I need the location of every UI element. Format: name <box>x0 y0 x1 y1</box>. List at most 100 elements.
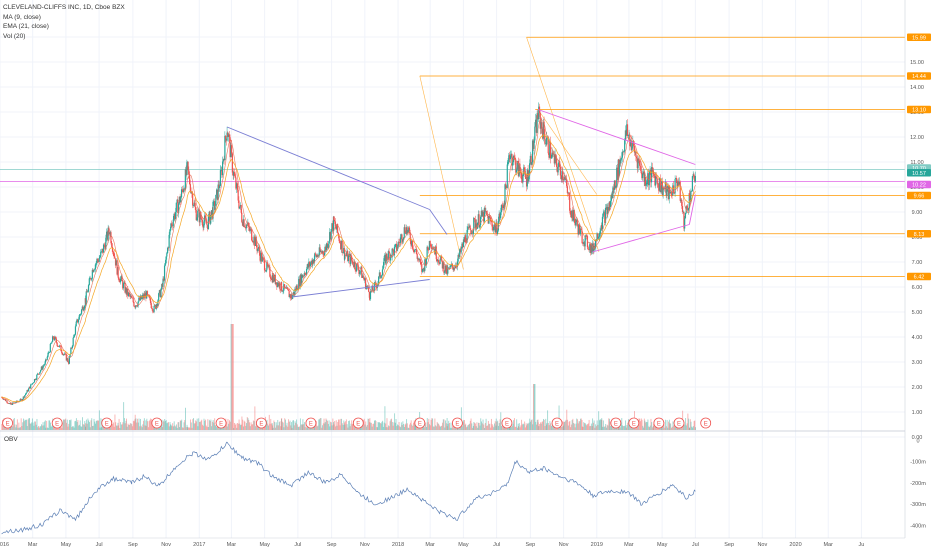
volume-bar <box>343 420 345 430</box>
candle-body <box>403 227 405 238</box>
volume-bar <box>281 418 283 430</box>
horizontal-levels[interactable] <box>0 36 905 277</box>
volume-bar <box>121 424 123 430</box>
volume-bar <box>410 420 412 430</box>
candle-body <box>634 152 636 153</box>
candle-body <box>172 219 174 227</box>
candle-body <box>667 185 669 188</box>
fib-fan-lines[interactable] <box>419 37 600 270</box>
volume-bar <box>684 424 686 430</box>
trendline <box>291 279 430 298</box>
volume-bar <box>461 426 463 430</box>
candle-body <box>196 217 198 221</box>
volume-bar <box>643 418 645 430</box>
candle-body <box>354 261 356 270</box>
volume-legend[interactable]: Vol (20) <box>3 32 26 40</box>
candle-body <box>216 189 218 195</box>
obv-title[interactable]: OBV <box>4 436 18 443</box>
candle-body <box>295 288 297 291</box>
candle-body <box>212 201 214 219</box>
candle-body <box>119 278 122 283</box>
candle-body <box>312 259 314 266</box>
candle-body <box>369 297 371 300</box>
candle-body <box>275 282 277 285</box>
volume-bar <box>209 421 211 430</box>
candle-body <box>666 187 668 196</box>
volume-bar <box>511 425 513 430</box>
candle-body <box>109 232 111 235</box>
volume-bar <box>387 427 389 430</box>
volume-bar <box>76 421 78 430</box>
volume-bar <box>274 421 276 430</box>
volume-bar <box>650 418 652 430</box>
volume-bar <box>150 418 152 430</box>
volume-bar <box>131 424 133 430</box>
candle-body <box>156 304 158 306</box>
candle-body <box>174 214 176 219</box>
volume-bar <box>169 422 171 430</box>
volume-bar <box>22 422 24 430</box>
volume-bar <box>170 425 172 430</box>
trendlines[interactable] <box>226 109 696 298</box>
candle-body <box>162 278 164 287</box>
candle-body <box>571 210 573 218</box>
candle-body <box>254 236 256 246</box>
candle-body <box>504 184 506 207</box>
volume-bar <box>271 423 272 430</box>
candle-body <box>247 222 249 226</box>
candle-body <box>408 227 411 234</box>
volume-bar <box>388 426 390 430</box>
candle-body <box>552 152 554 155</box>
candle-body <box>575 222 577 225</box>
volume-bar <box>295 422 297 430</box>
volume-bar <box>397 425 399 430</box>
candle-body <box>161 284 163 290</box>
candle-body <box>134 306 136 308</box>
candle-body <box>64 353 67 355</box>
candle-body <box>370 291 372 292</box>
volume-bar <box>18 422 20 430</box>
candle-body <box>374 282 376 284</box>
volume-bar <box>246 417 248 430</box>
candle-body <box>146 291 149 295</box>
ma-legend[interactable]: MA (9, close) <box>3 13 41 21</box>
candle-body <box>437 259 440 263</box>
volume-bar <box>168 422 169 430</box>
volume-bar <box>523 424 525 430</box>
symbol-title[interactable]: CLEVELAND-CLIFFS INC, 1D, Cboe BZX <box>3 4 125 11</box>
candle-body <box>352 261 354 265</box>
volume-bar <box>544 425 546 430</box>
candle-body <box>334 221 336 227</box>
candle-body <box>56 342 58 346</box>
candle-body <box>48 352 50 354</box>
candle-body <box>589 244 591 250</box>
candle-body <box>333 216 335 220</box>
price-label-bg <box>907 191 931 200</box>
earnings-marker <box>673 417 685 429</box>
candle-body <box>526 170 528 187</box>
y-tick-label: 6.00 <box>912 285 923 291</box>
volume-bar <box>89 427 91 430</box>
candle-body <box>509 155 511 160</box>
obv-tick-label: -100m <box>910 460 926 466</box>
candle-body <box>27 390 29 392</box>
volume-bar <box>26 419 27 430</box>
volume-bar <box>332 418 334 430</box>
volume-bar <box>529 418 531 430</box>
candle-body <box>256 245 258 251</box>
ema-legend[interactable]: EMA (21, close) <box>3 23 49 30</box>
candle-body <box>584 236 586 247</box>
volume-bars <box>1 324 696 430</box>
candle-body <box>129 294 131 297</box>
volume-bar <box>488 424 490 430</box>
volume-bar <box>581 426 583 430</box>
candle-body <box>355 269 357 272</box>
volume-bar <box>271 423 273 430</box>
volume-bar <box>321 427 323 430</box>
candle-body <box>294 288 296 295</box>
volume-bar <box>25 420 27 430</box>
earnings-marker-letter: E <box>259 421 263 427</box>
candle-body <box>49 343 51 353</box>
